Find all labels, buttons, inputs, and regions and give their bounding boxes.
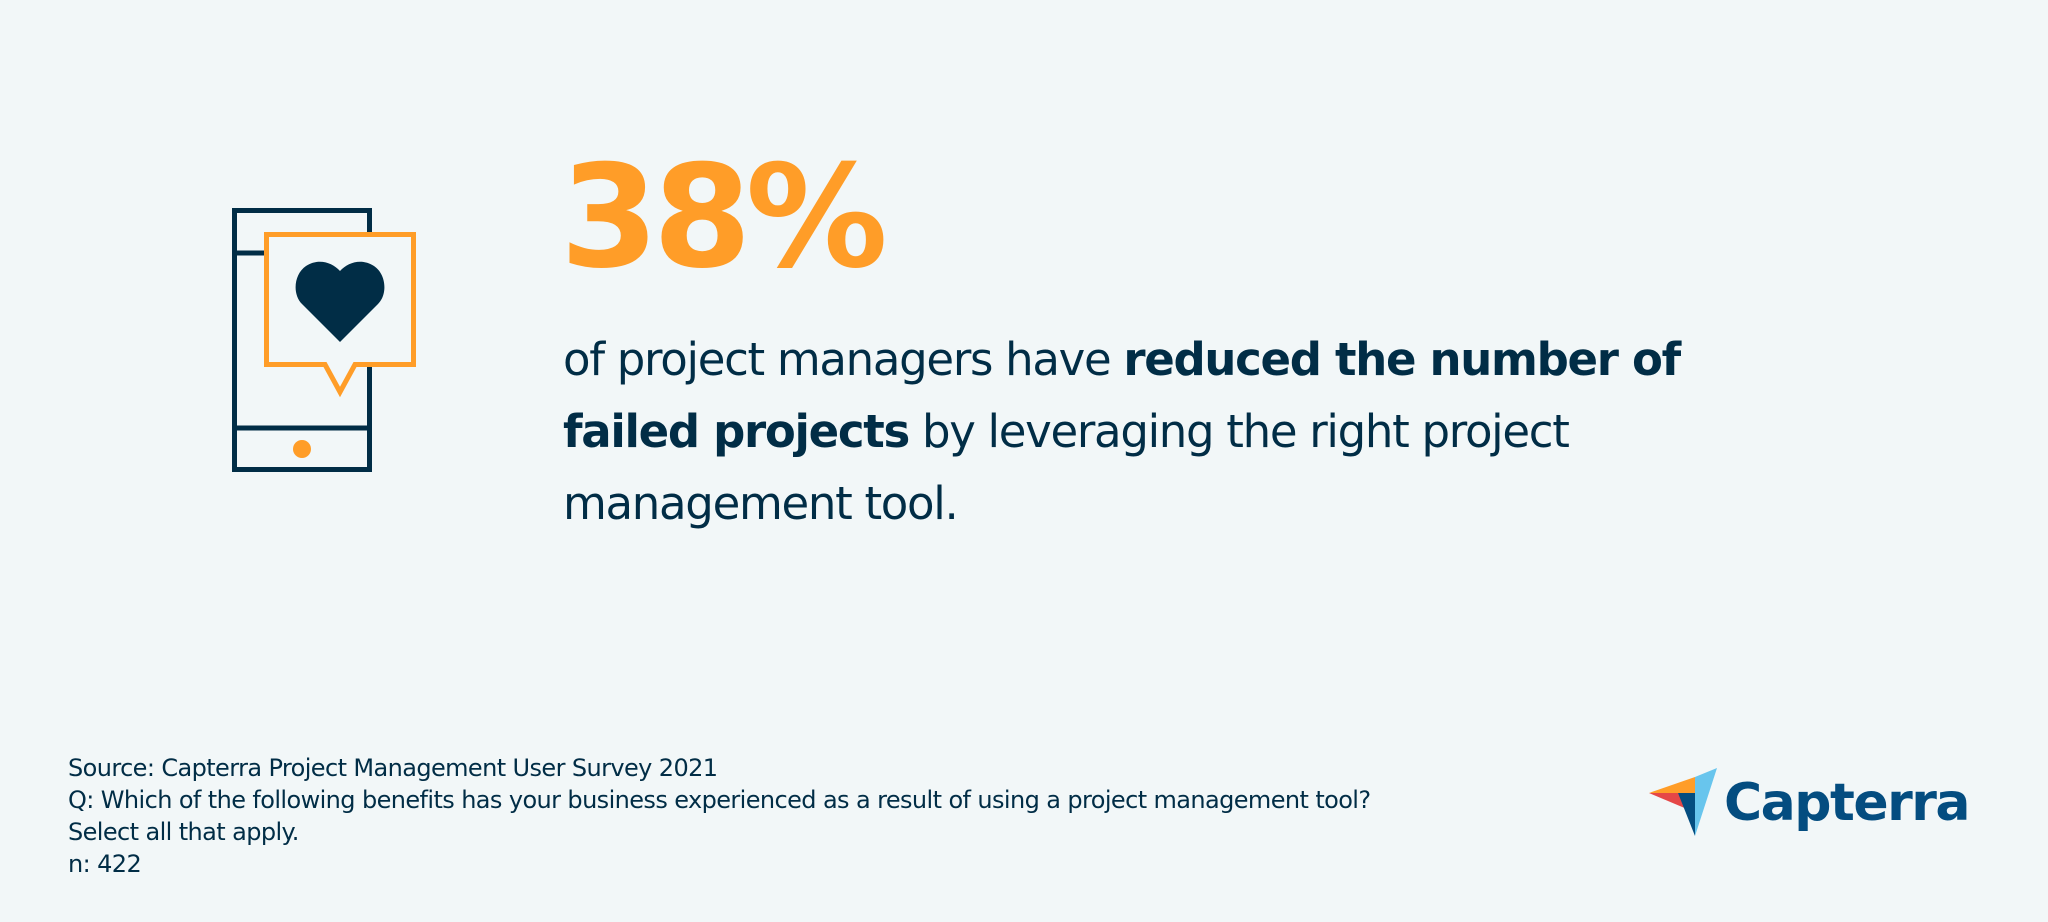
capterra-logo-mark-icon [1649,768,1717,836]
stat-description-line-2: failed projects by leveraging the right … [563,396,1823,468]
stat-text-normal: of project managers have [563,333,1124,386]
instruction-line: Select all that apply. [68,818,299,846]
stat-description-line-1: of project managers have reduced the num… [563,324,1823,396]
source-line: Source: Capterra Project Management User… [68,754,718,782]
stat-text-bold: reduced the number of [1123,333,1681,386]
sample-size: n: 422 [68,850,142,878]
stat-percentage: 38% [560,135,888,300]
capterra-wordmark: Capterra [1724,773,1970,833]
stat-text-normal: by leveraging the right project [908,405,1570,458]
stat-text-bold: failed projects [563,405,910,458]
phone-heart-message-icon [228,204,424,476]
stat-text-normal: management tool. [563,477,959,530]
capterra-logo: Capterra [1646,764,1970,840]
stat-description-line-3: management tool. [563,468,1823,540]
stat-description: of project managers have reduced the num… [563,324,1823,540]
survey-footnote: Source: Capterra Project Management User… [68,752,1371,880]
question-line: Q: Which of the following benefits has y… [68,786,1371,814]
